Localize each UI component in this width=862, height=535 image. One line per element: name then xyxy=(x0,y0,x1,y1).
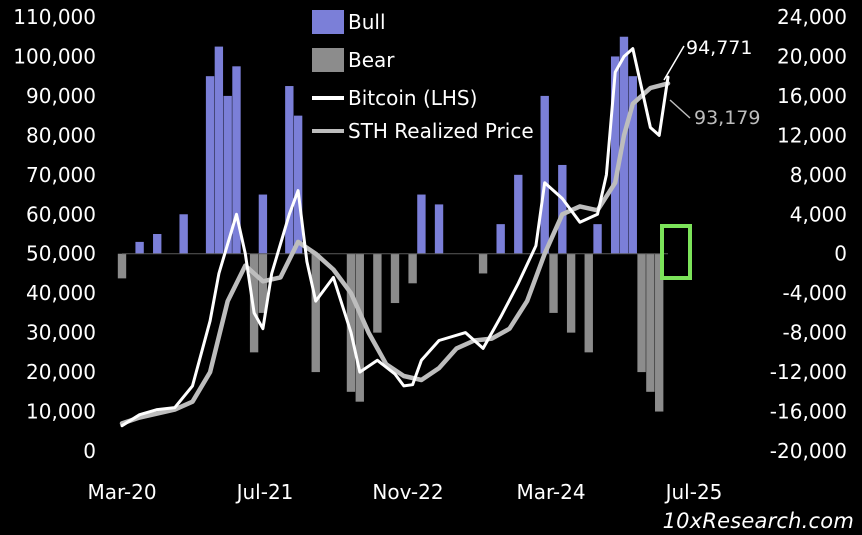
bull-bar xyxy=(135,241,144,254)
left-axis-tick-label: 100,000 xyxy=(13,44,96,68)
bear-bar xyxy=(311,253,320,373)
bull-bar xyxy=(293,115,303,254)
bull-bar xyxy=(496,224,505,254)
left-axis-tick-label: 20,000 xyxy=(26,360,96,384)
bear-bar xyxy=(408,253,417,284)
left-axis-tick-label: 60,000 xyxy=(26,202,96,226)
left-axis-tick-label: 50,000 xyxy=(26,242,96,266)
right-axis-tick-label: -4,000 xyxy=(783,281,847,305)
left-axis-tick-label: 110,000 xyxy=(13,5,96,29)
bear-bar xyxy=(637,253,646,373)
x-axis-tick-label: Jul-21 xyxy=(235,480,294,504)
legend-swatch-bear xyxy=(312,48,344,72)
bear-bar xyxy=(355,253,364,402)
x-axis-tick-label: Mar-20 xyxy=(87,480,156,504)
bull-bar xyxy=(540,95,549,254)
bull-bar xyxy=(205,76,215,254)
bull-bar xyxy=(285,86,294,254)
right-axis-tick-label: 8,000 xyxy=(790,163,847,187)
bear-bar xyxy=(346,253,356,392)
legend-label-bear: Bear xyxy=(348,48,395,72)
bear-bar xyxy=(117,253,127,279)
bull-bar xyxy=(434,204,444,254)
bull-bar xyxy=(223,95,232,254)
left-axis-ticks: 0 10,000 20,000 30,000 40,000 50,000 60,000 70,… xyxy=(13,5,96,463)
right-axis-tick-label: -8,000 xyxy=(783,321,847,345)
left-axis-tick-label: 10,000 xyxy=(26,400,96,424)
bear-bar xyxy=(478,253,488,274)
bitcoin-last-value-label: 94,771 xyxy=(686,37,752,59)
bear-bar xyxy=(549,253,558,313)
left-axis-tick-label: 90,000 xyxy=(26,84,96,108)
bull-bar xyxy=(610,56,620,254)
legend-label-bull: Bull xyxy=(348,10,386,34)
bull-bar xyxy=(179,214,188,254)
bull-bar xyxy=(593,224,602,254)
left-axis-tick-label: 0 xyxy=(83,439,96,463)
legend-label-sth: STH Realized Price xyxy=(348,119,534,143)
bear-bar xyxy=(584,253,593,353)
bear-bar xyxy=(390,253,400,304)
bull-bar xyxy=(153,234,162,254)
x-axis-tick-label: Mar-24 xyxy=(516,480,585,504)
right-axis-tick-label: -12,000 xyxy=(770,360,847,384)
legend: Bull Bear Bitcoin (LHS) STH Realized Pri… xyxy=(312,10,534,143)
legend-label-bitcoin: Bitcoin (LHS) xyxy=(348,86,477,110)
legend-swatch-bull xyxy=(312,10,344,34)
left-axis-tick-label: 70,000 xyxy=(26,163,96,187)
right-axis-tick-label: -16,000 xyxy=(770,400,847,424)
bull-bar xyxy=(258,194,268,254)
right-axis-tick-label: 20,000 xyxy=(777,44,847,68)
x-axis-tick-label: Nov-22 xyxy=(372,480,443,504)
bear-bar xyxy=(373,253,382,333)
right-axis-tick-label: 0 xyxy=(834,242,847,266)
bear-bar xyxy=(646,253,655,392)
bitcoin-price-line xyxy=(120,47,670,428)
bull-bar xyxy=(417,194,426,254)
bull-bar xyxy=(214,46,224,254)
right-axis-tick-label: 24,000 xyxy=(777,5,847,29)
left-axis-tick-label: 80,000 xyxy=(26,123,96,147)
bull-bar xyxy=(514,174,523,254)
bull-bar xyxy=(232,66,241,254)
x-axis-ticks: Mar-20 Jul-21 Nov-22 Mar-24 Jul-25 xyxy=(87,480,722,504)
right-axis-tick-label: 16,000 xyxy=(777,84,847,108)
left-axis-tick-label: 30,000 xyxy=(26,321,96,345)
right-axis-tick-label: 12,000 xyxy=(777,123,847,147)
sth-last-value-label: 93,179 xyxy=(694,107,760,129)
bull-bar xyxy=(558,164,567,254)
left-axis-tick-label: 40,000 xyxy=(26,281,96,305)
right-axis-tick-label: -20,000 xyxy=(770,439,847,463)
x-axis-tick-label: Jul-25 xyxy=(664,480,723,504)
right-axis-tick-label: 4,000 xyxy=(790,202,847,226)
right-axis-ticks: -20,000 -16,000 -12,000 -8,000 -4,000 0 4,000 8… xyxy=(770,5,847,463)
sth-callout-leader xyxy=(669,99,691,119)
bear-bar xyxy=(566,253,576,333)
bear-bar xyxy=(655,253,664,412)
highlight-box xyxy=(660,224,692,280)
bull-bar xyxy=(628,76,637,254)
watermark: 10xResearch.com xyxy=(662,509,854,533)
sth-realized-price-line xyxy=(119,81,671,426)
bitcoin-callout-leader xyxy=(663,45,685,81)
